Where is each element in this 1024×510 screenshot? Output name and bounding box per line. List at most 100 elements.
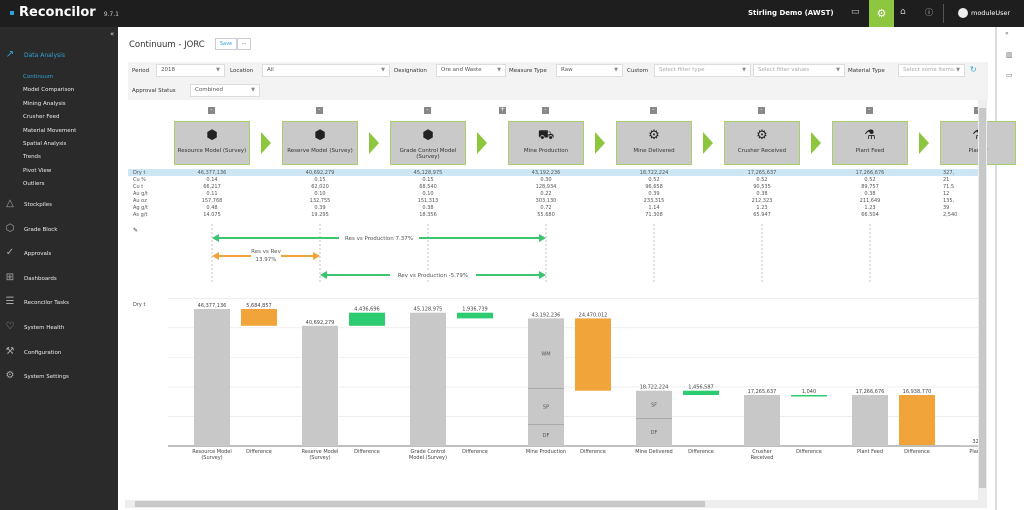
sidebar-subitem[interactable]: Pivot View <box>23 167 52 174</box>
value-cell: 46,377,136 <box>197 170 227 176</box>
value-cell: 0.72 <box>540 205 552 211</box>
folder-icon[interactable]: ▭ <box>1006 71 1013 79</box>
arrowhead-icon <box>313 252 320 260</box>
increase-bar[interactable] <box>791 394 827 397</box>
monitor-icon[interactable]: ▭ <box>851 7 860 17</box>
total-bar[interactable] <box>528 318 564 446</box>
collapse-stage-button[interactable]: - <box>424 107 431 114</box>
sidebar-item[interactable]: Configuration <box>24 349 62 356</box>
sidebar-item[interactable]: Reconcilor Tasks <box>24 300 70 307</box>
flow-arrow-icon <box>595 132 605 154</box>
sidebar-subitem[interactable]: Crusher Feed <box>23 114 60 121</box>
total-bar[interactable] <box>194 309 230 446</box>
increase-bar[interactable] <box>457 312 493 319</box>
stack-label: DF <box>651 430 658 436</box>
data-label: 18,722,224 <box>640 385 669 391</box>
collapse-stage-button[interactable]: - <box>866 107 873 114</box>
edit-icon[interactable]: ✎ <box>133 227 139 234</box>
sidebar-subitem[interactable]: Outliers <box>23 181 45 188</box>
collapse-stage-button[interactable]: - <box>316 107 323 114</box>
info-icon[interactable]: ⓘ <box>925 8 933 17</box>
expand-stage-button[interactable]: + <box>499 106 506 114</box>
vertical-scrollbar[interactable] <box>978 100 987 500</box>
stage-card[interactable]: ⚙ Mine Delivered <box>616 121 692 165</box>
stage-card[interactable]: ⛟ Mine Production <box>508 121 584 165</box>
sidebar-item[interactable]: System Health <box>24 325 65 331</box>
collapse-stage-button[interactable]: - <box>974 107 981 114</box>
value-cell: 0.11 <box>206 191 218 197</box>
collapse-stage-button[interactable]: - <box>208 107 215 114</box>
location-select[interactable]: All ▼ <box>262 64 390 77</box>
row-label: Cu % <box>133 177 147 183</box>
sidebar-subitem[interactable]: Mining Analysis <box>23 100 66 107</box>
sidebar-item[interactable]: Approvals <box>24 251 52 258</box>
arrowhead-icon <box>212 234 219 242</box>
decrease-bar[interactable] <box>575 318 611 391</box>
collapse-stage-button[interactable]: - <box>542 107 549 114</box>
period-select[interactable]: 2018 ▼ <box>156 64 225 77</box>
save-button[interactable]: Save <box>215 38 237 50</box>
sidebar-subitem[interactable]: Spatial Analysis <box>23 141 67 147</box>
sidebar-subitem[interactable]: Material Movement <box>23 127 77 134</box>
cube-icon: ⬡ <box>5 222 15 234</box>
stack-label: SP <box>543 404 549 410</box>
approval-status-value: Combined <box>195 87 223 93</box>
value-cell: 128,934 <box>535 184 557 190</box>
sidebar-section-data-analysis[interactable]: Data Analysis <box>24 52 65 59</box>
total-bar[interactable] <box>852 394 888 446</box>
notifications-icon[interactable]: ⌂ <box>900 7 906 17</box>
approval-status-select[interactable]: Combined ▼ <box>190 84 260 97</box>
check-circle-icon: ✓ <box>5 247 15 259</box>
sidebar-item[interactable]: System Settings <box>24 374 69 381</box>
stage-card[interactable]: ⬢ Reserve Model (Survey) <box>282 121 358 165</box>
value-cell: 0.10 <box>422 191 434 197</box>
settings-icon[interactable]: ⚙ <box>869 0 894 27</box>
horizontal-scrollbar[interactable] <box>125 500 987 508</box>
stage-label: Mine Delivered <box>633 148 675 154</box>
value-cell: 21 <box>943 177 950 183</box>
value-cell: 327, <box>943 170 955 176</box>
stage-card[interactable]: ⬢ Resource Model (Survey) <box>174 121 250 165</box>
stage-label: Plant Feed <box>855 148 885 154</box>
decrease-bar[interactable] <box>899 394 935 446</box>
stage-card[interactable]: ⬢ Grade Control Model (Survey) <box>390 121 466 165</box>
flow-arrow-icon <box>703 132 713 154</box>
value-cell: 62,020 <box>311 184 329 190</box>
value-cell: 55.680 <box>537 212 555 218</box>
sidebar-subitem[interactable]: Model Comparison <box>23 87 75 94</box>
collapse-sidebar-icon[interactable]: « <box>110 30 115 38</box>
material-type-select[interactable]: Select some items... ▼ <box>898 64 965 77</box>
heart-icon: ♡ <box>5 321 15 332</box>
total-bar[interactable] <box>744 394 780 446</box>
sidebar-subitem[interactable]: Trends <box>23 154 41 161</box>
sidebar-subitem[interactable]: Continuum <box>23 74 54 80</box>
custom-filter-values-select[interactable]: Select filter values ▼ <box>753 64 845 77</box>
arrowhead-icon <box>539 234 546 242</box>
stage-card[interactable]: ⚗ Plant Feed <box>832 121 908 165</box>
data-label: 17,265,637 <box>748 389 777 395</box>
increase-bar[interactable] <box>683 390 719 395</box>
sidebar-item[interactable]: Grade Block <box>24 226 58 233</box>
total-bar[interactable] <box>410 312 446 446</box>
user-name[interactable]: moduleUser <box>971 9 1011 17</box>
avatar[interactable] <box>958 8 968 18</box>
more-button[interactable]: ... <box>237 38 251 50</box>
expand-panel-icon[interactable]: « <box>1005 30 1009 37</box>
sidebar-item[interactable]: Stockpiles <box>24 202 53 208</box>
designation-select[interactable]: Ore and Waste ▼ <box>436 64 506 77</box>
total-bar[interactable] <box>960 445 978 446</box>
total-bar[interactable] <box>302 325 338 446</box>
measure-type-select[interactable]: Raw ▼ <box>556 64 623 77</box>
sidebar-item[interactable]: Dashboards <box>24 275 57 282</box>
data-label: 4,436,696 <box>354 307 379 313</box>
stage-card[interactable]: ⚙ Crusher Received <box>724 121 800 165</box>
increase-bar[interactable] <box>349 312 385 326</box>
tasks-icon: ☰ <box>5 296 15 308</box>
divider <box>943 4 944 23</box>
custom-filter-type-select[interactable]: Select filter type ▼ <box>654 64 751 77</box>
refresh-icon[interactable]: ↻ <box>970 65 977 74</box>
collapse-stage-button[interactable]: - <box>758 107 765 114</box>
collapse-stage-button[interactable]: - <box>650 107 657 114</box>
bar-chart-icon[interactable]: ▥ <box>1006 51 1013 59</box>
decrease-bar[interactable] <box>241 309 277 326</box>
